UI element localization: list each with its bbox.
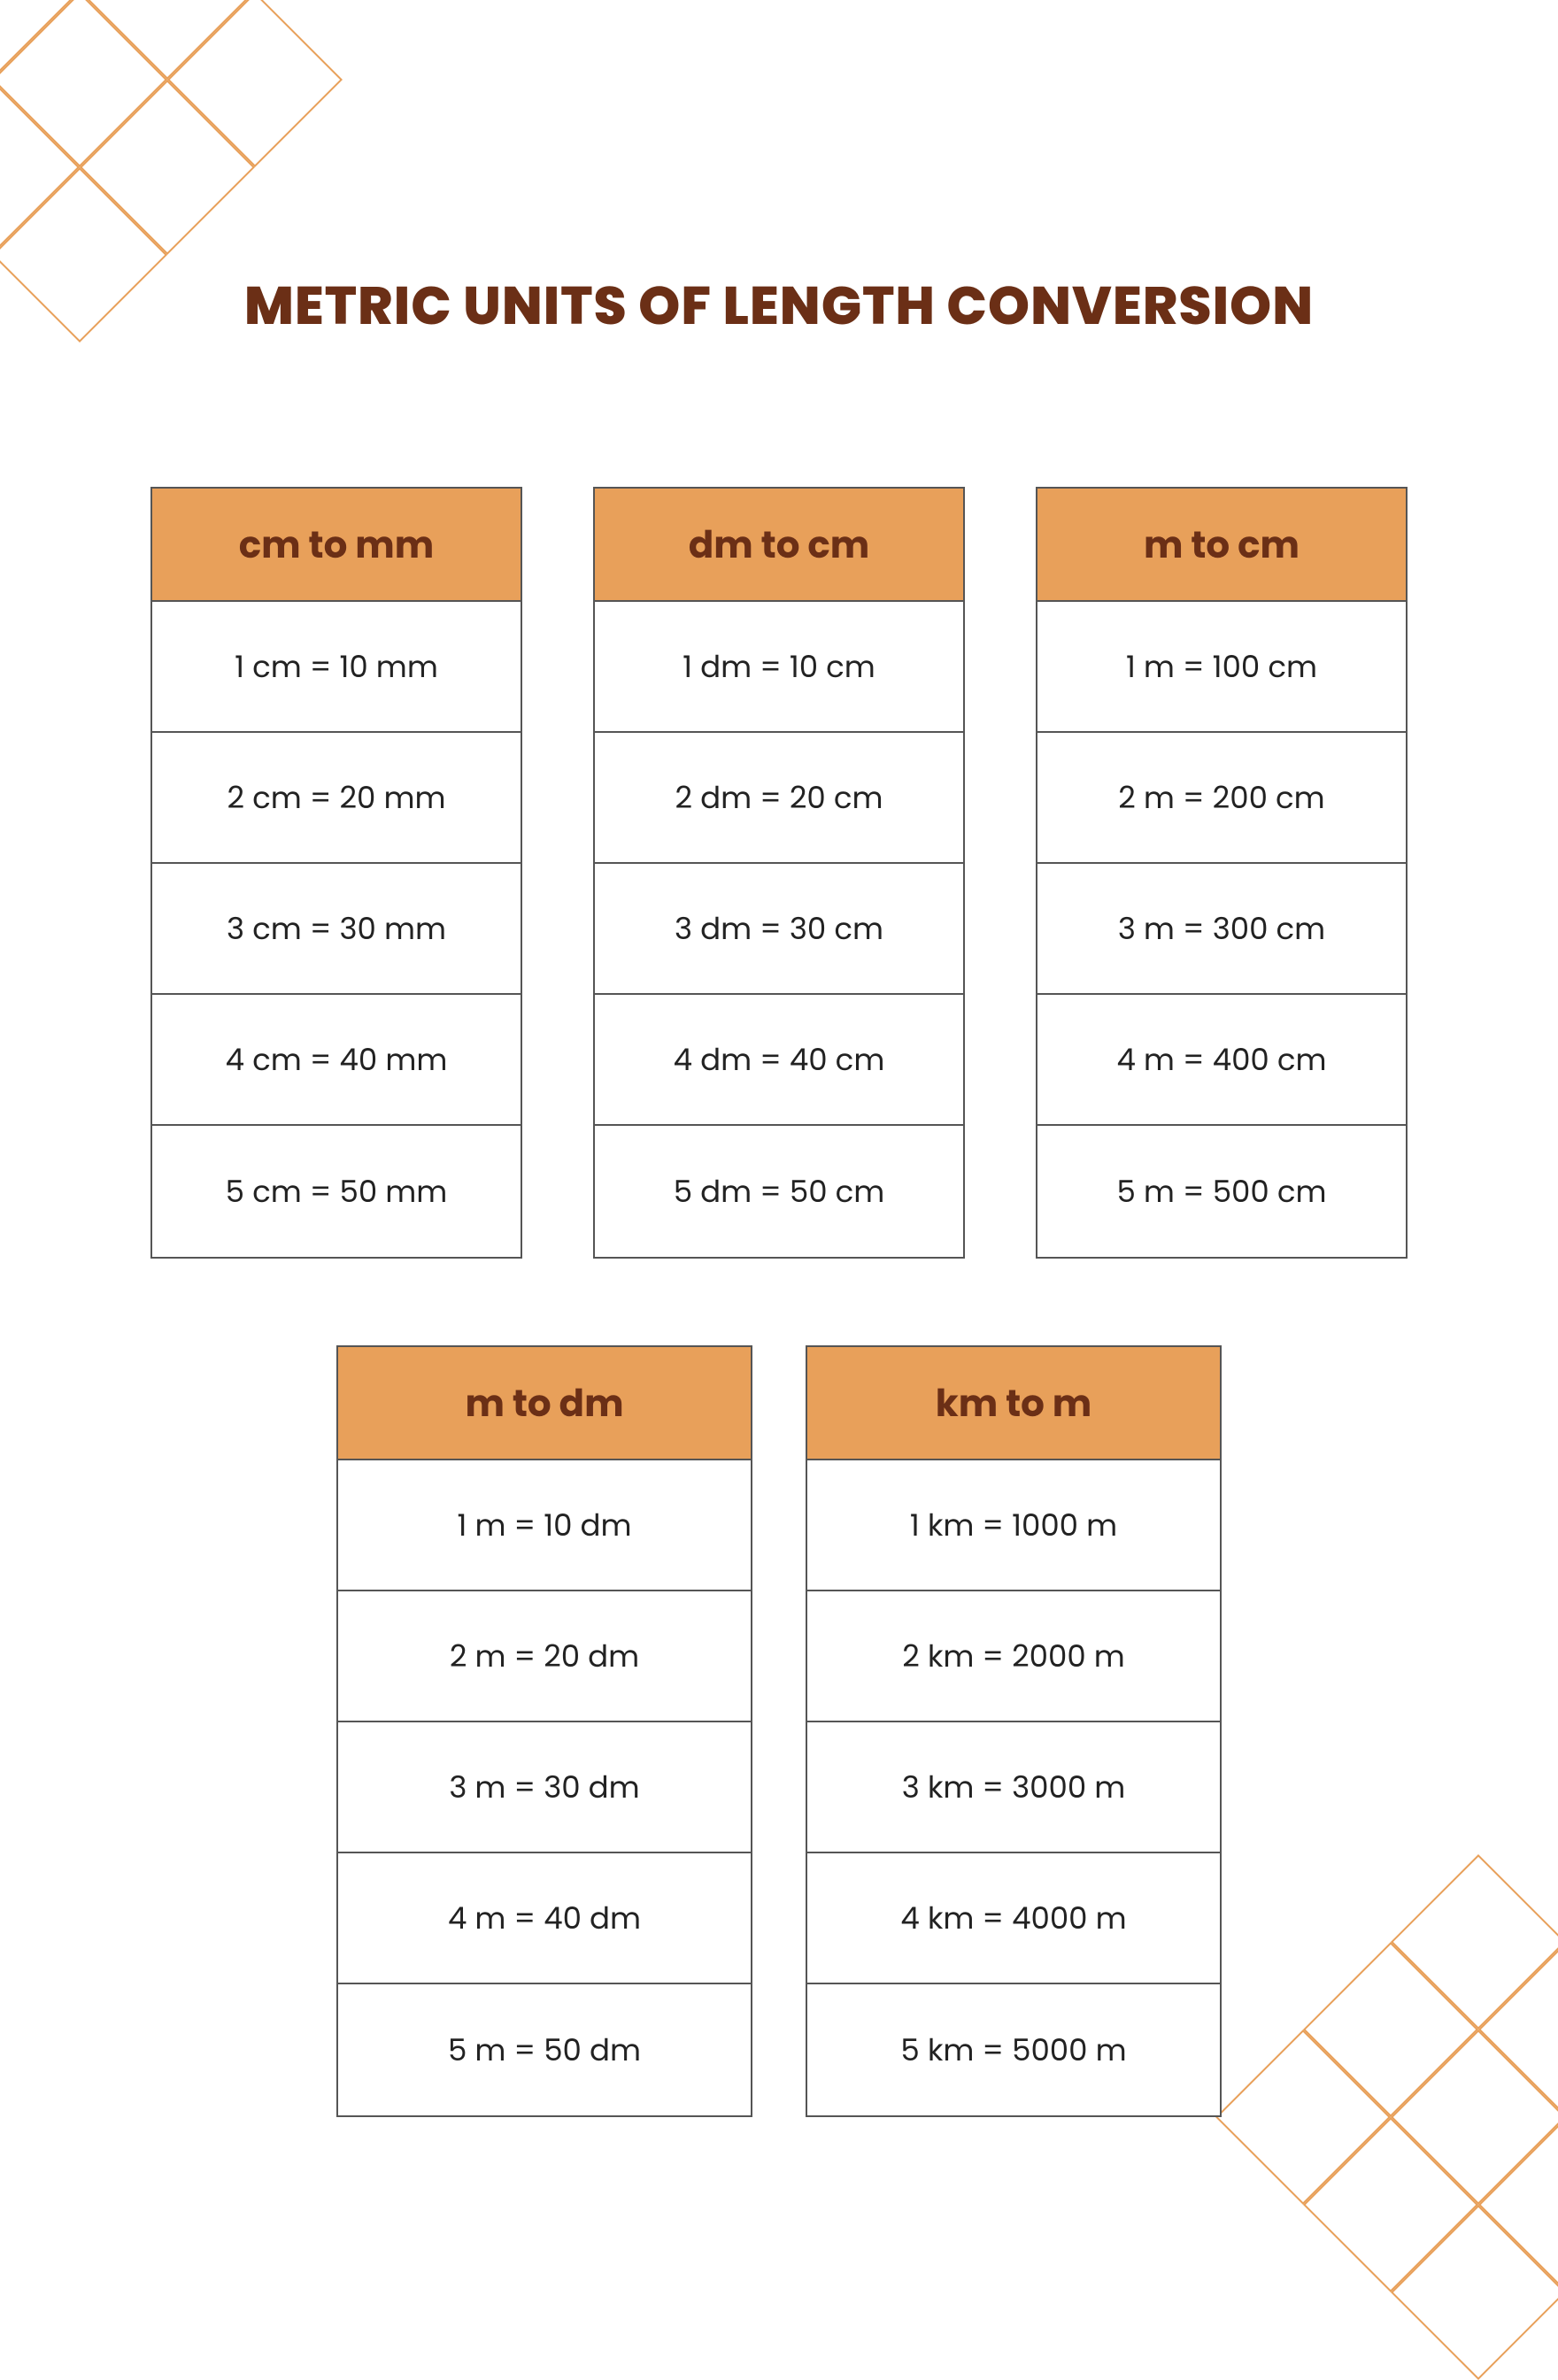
table-row: 3 m = 300 cm [1037,864,1406,995]
table-row: 5 m = 500 cm [1037,1126,1406,1257]
table-row: 4 km = 4000 m [807,1853,1220,1984]
table-dm-to-cm: dm to cm 1 dm = 10 cm 2 dm = 20 cm 3 dm … [593,487,965,1259]
table-row: 1 dm = 10 cm [595,602,963,733]
table-header: cm to mm [152,489,521,602]
table-row: 3 km = 3000 m [807,1722,1220,1853]
table-header: km to m [807,1347,1220,1460]
table-row: 1 m = 100 cm [1037,602,1406,733]
table-header: m to cm [1037,489,1406,602]
table-body: 1 m = 100 cm 2 m = 200 cm 3 m = 300 cm 4… [1037,602,1406,1257]
table-row: 2 dm = 20 cm [595,733,963,864]
table-row: 4 dm = 40 cm [595,995,963,1126]
table-body: 1 cm = 10 mm 2 cm = 20 mm 3 cm = 30 mm 4… [152,602,521,1257]
table-row: 3 dm = 30 cm [595,864,963,995]
table-row: 4 cm = 40 mm [152,995,521,1126]
table-row: 5 km = 5000 m [807,1984,1220,2115]
table-row: 5 cm = 50 mm [152,1126,521,1257]
table-body: 1 km = 1000 m 2 km = 2000 m 3 km = 3000 … [807,1460,1220,2115]
table-header: m to dm [338,1347,751,1460]
table-row: 1 m = 10 dm [338,1460,751,1591]
table-row: 5 dm = 50 cm [595,1126,963,1257]
page-title: METRIC UNITS OF LENGTH CONVERSION [0,266,1558,345]
table-body: 1 m = 10 dm 2 m = 20 dm 3 m = 30 dm 4 m … [338,1460,751,2115]
table-m-to-cm: m to cm 1 m = 100 cm 2 m = 200 cm 3 m = … [1036,487,1408,1259]
table-body: 1 dm = 10 cm 2 dm = 20 cm 3 dm = 30 cm 4… [595,602,963,1257]
table-row: 4 m = 40 dm [338,1853,751,1984]
table-row: 2 km = 2000 m [807,1591,1220,1722]
table-row: 5 m = 50 dm [338,1984,751,2115]
tables-row-bottom: m to dm 1 m = 10 dm 2 m = 20 dm 3 m = 30… [0,1345,1558,2117]
table-row: 3 m = 30 dm [338,1722,751,1853]
tables-row-top: cm to mm 1 cm = 10 mm 2 cm = 20 mm 3 cm … [0,487,1558,1259]
table-row: 2 m = 20 dm [338,1591,751,1722]
table-km-to-m: km to m 1 km = 1000 m 2 km = 2000 m 3 km… [806,1345,1222,2117]
table-m-to-dm: m to dm 1 m = 10 dm 2 m = 20 dm 3 m = 30… [336,1345,752,2117]
table-header: dm to cm [595,489,963,602]
table-row: 1 cm = 10 mm [152,602,521,733]
table-row: 2 m = 200 cm [1037,733,1406,864]
table-row: 1 km = 1000 m [807,1460,1220,1591]
table-row: 4 m = 400 cm [1037,995,1406,1126]
table-row: 2 cm = 20 mm [152,733,521,864]
table-row: 3 cm = 30 mm [152,864,521,995]
table-cm-to-mm: cm to mm 1 cm = 10 mm 2 cm = 20 mm 3 cm … [150,487,522,1259]
